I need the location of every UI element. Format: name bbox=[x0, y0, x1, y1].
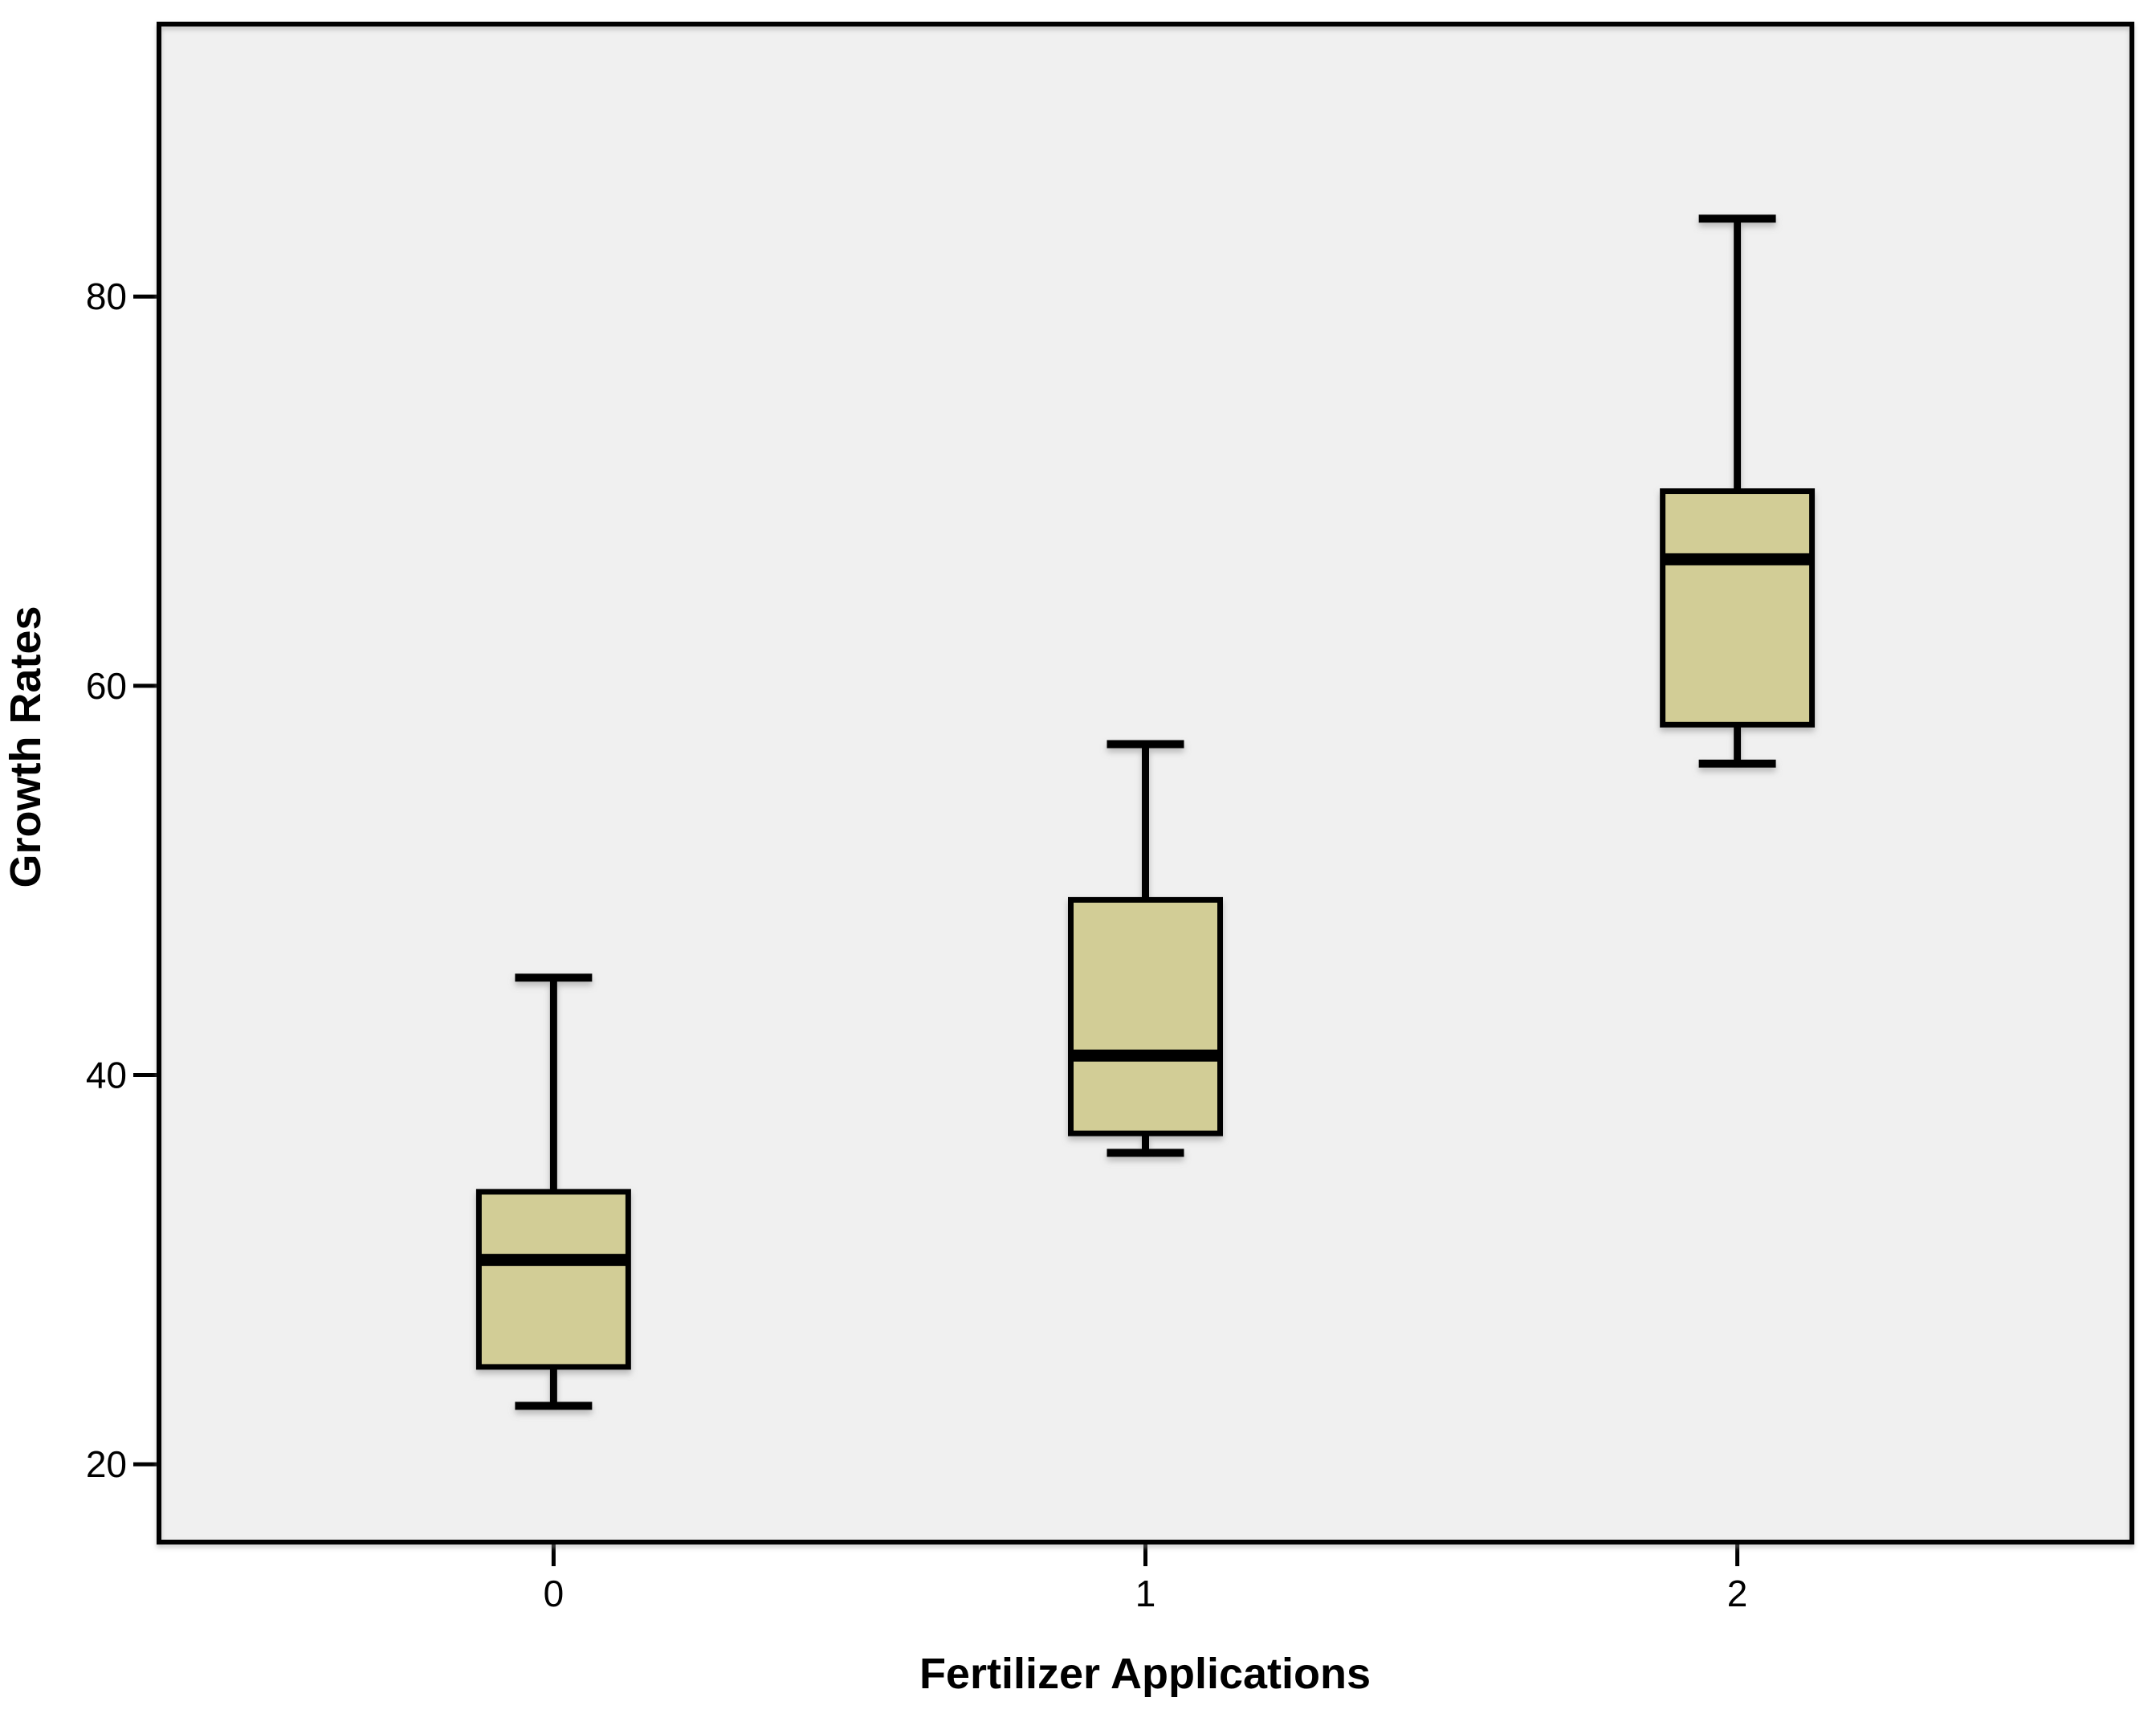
boxplot-group-1 bbox=[1068, 740, 1223, 1157]
boxplot-group-2 bbox=[1660, 214, 1816, 768]
x-axis-ticks: 0 1 2 bbox=[544, 1542, 1748, 1614]
y-tick-label: 80 bbox=[86, 275, 127, 317]
boxplot-boxes bbox=[475, 214, 1816, 1410]
x-tick-label: 0 bbox=[544, 1573, 564, 1614]
plot-area-frame bbox=[157, 22, 2134, 1544]
x-tick-label: 1 bbox=[1135, 1573, 1156, 1614]
y-axis-ticks: 20 40 60 80 bbox=[86, 275, 159, 1485]
iqr-box bbox=[1068, 896, 1223, 1136]
iqr-box bbox=[1660, 488, 1816, 728]
boxplot-group-0 bbox=[475, 973, 631, 1410]
x-axis-title: Fertilizer Applications bbox=[919, 1650, 1371, 1698]
iqr-box bbox=[475, 1189, 631, 1370]
y-tick-label: 20 bbox=[86, 1443, 127, 1485]
x-tick-label: 2 bbox=[1727, 1573, 1748, 1614]
y-tick-label: 40 bbox=[86, 1054, 127, 1096]
y-axis-title: Growth Rates bbox=[2, 606, 50, 888]
y-tick-label: 60 bbox=[86, 665, 127, 707]
